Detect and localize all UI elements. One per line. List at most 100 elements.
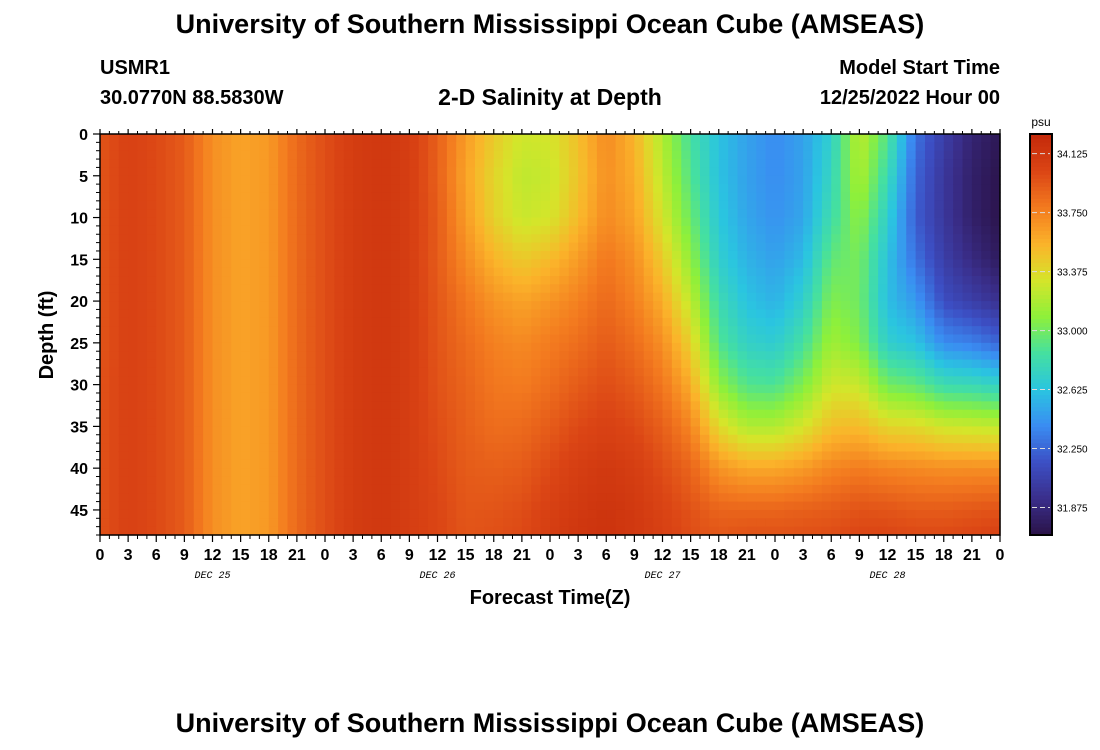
heatmap-cell [334, 401, 345, 411]
heatmap-cell [784, 192, 795, 202]
heatmap-cell [250, 242, 260, 252]
heatmap-cell [990, 418, 1001, 427]
heatmap-cell [653, 384, 664, 394]
heatmap-cell [587, 476, 598, 486]
y-tick-label: 25 [70, 336, 88, 353]
heatmap-cell [362, 468, 373, 478]
heatmap-cell [971, 301, 982, 311]
heatmap-cell [493, 434, 504, 444]
heatmap-cell [456, 459, 467, 469]
heatmap-cell [756, 142, 767, 152]
heatmap-cell [718, 392, 729, 402]
heatmap-cell [390, 326, 401, 336]
heatmap-cell [615, 276, 626, 285]
colorbar-segment [1030, 366, 1052, 372]
heatmap-cell [493, 217, 504, 227]
heatmap-cell [287, 309, 298, 319]
colorbar-segment [1030, 262, 1052, 267]
heatmap-cell [718, 484, 729, 494]
heatmap-cell [906, 175, 917, 185]
heatmap-cell [109, 267, 120, 277]
heatmap-cell [587, 234, 598, 244]
heatmap-cell [212, 184, 223, 194]
heatmap-cell [128, 468, 139, 478]
heatmap-cell [250, 426, 260, 436]
heatmap-cell [325, 518, 335, 528]
colorbar-segment [1030, 206, 1052, 211]
heatmap-cell [418, 217, 429, 227]
heatmap-cell [821, 217, 832, 227]
heatmap-cell [709, 342, 720, 352]
heatmap-cell [784, 309, 795, 319]
heatmap-cell [409, 384, 420, 394]
heatmap-cell [240, 309, 251, 319]
heatmap-cell [390, 250, 401, 260]
heatmap-cell [578, 234, 589, 244]
heatmap-cell [146, 259, 157, 269]
heatmap-cell [137, 209, 148, 219]
heatmap-cell [137, 159, 148, 169]
heatmap-cell [484, 367, 495, 377]
heatmap-cell [653, 317, 664, 327]
colorbar-segment [1030, 374, 1052, 380]
heatmap-cell [353, 250, 364, 260]
heatmap-cell [287, 259, 298, 269]
heatmap-cell [737, 367, 748, 377]
heatmap-cell [990, 317, 1001, 327]
colorbar-segment [1030, 310, 1052, 316]
heatmap-cell [559, 134, 570, 143]
heatmap-cell [943, 184, 954, 194]
heatmap-cell [615, 367, 626, 377]
heatmap-cell [128, 317, 139, 327]
heatmap-cell [840, 351, 851, 361]
heatmap-cell [990, 250, 1001, 260]
heatmap-cell [175, 292, 185, 302]
heatmap-cell [315, 209, 326, 219]
x-tick-label: 12 [654, 547, 672, 564]
heatmap-cell [990, 376, 1001, 386]
heatmap-cell [756, 284, 767, 294]
heatmap-cell [840, 267, 851, 277]
heatmap-cell [353, 267, 364, 277]
heatmap-cell [765, 159, 776, 169]
heatmap-cell [325, 359, 335, 369]
heatmap-cell [475, 518, 485, 528]
heatmap-cell [353, 184, 364, 194]
colorbar-segment [1030, 442, 1052, 448]
heatmap-cell [203, 509, 214, 519]
heatmap-cell [315, 359, 326, 369]
heatmap-cell [353, 175, 364, 185]
heatmap-cell [615, 284, 626, 294]
heatmap-cell [887, 209, 898, 219]
heatmap-cell [221, 476, 232, 486]
heatmap-cell [962, 401, 973, 411]
heatmap-cell [296, 334, 307, 344]
heatmap-cell [765, 409, 776, 419]
heatmap-cell [371, 476, 382, 486]
heatmap-cell [765, 134, 776, 143]
heatmap-cell [278, 409, 289, 419]
heatmap-cell [850, 242, 860, 252]
heatmap-cell [362, 501, 373, 511]
heatmap-cell [137, 468, 148, 478]
heatmap-cell [156, 225, 167, 235]
heatmap-cell [962, 326, 973, 336]
heatmap-cell [240, 142, 251, 152]
heatmap-cell [793, 451, 804, 461]
heatmap-cell [306, 418, 317, 427]
heatmap-cell [315, 259, 326, 269]
heatmap-cell [100, 409, 110, 419]
heatmap-cell [559, 267, 570, 277]
heatmap-cell [465, 326, 476, 336]
heatmap-cell [334, 493, 345, 503]
heatmap-cell [540, 493, 551, 503]
heatmap-cell [568, 301, 579, 311]
heatmap-cell [118, 376, 129, 386]
heatmap-cell [437, 234, 448, 244]
heatmap-cell [671, 284, 682, 294]
heatmap-cell [746, 409, 757, 419]
heatmap-cell [868, 409, 879, 419]
heatmap-cell [718, 426, 729, 436]
heatmap-cell [315, 200, 326, 210]
heatmap-cell [484, 317, 495, 327]
